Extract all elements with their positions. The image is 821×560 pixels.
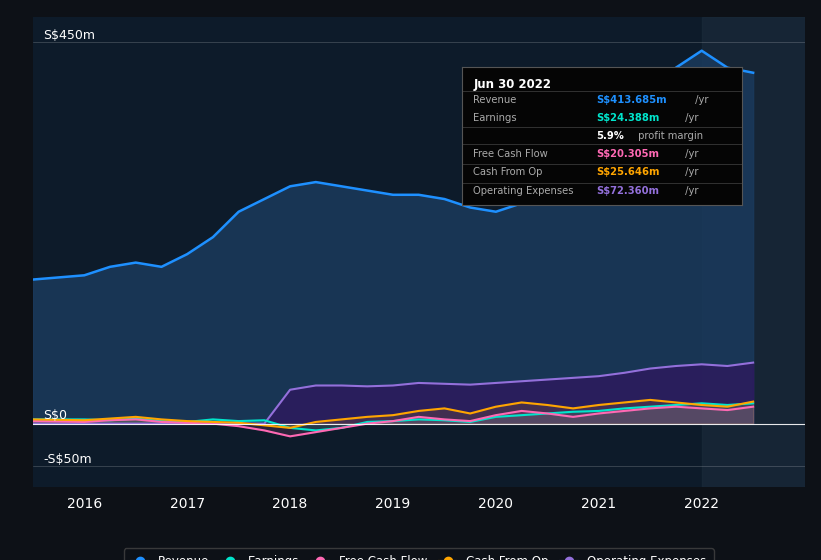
Legend: Revenue, Earnings, Free Cash Flow, Cash From Op, Operating Expenses: Revenue, Earnings, Free Cash Flow, Cash …	[124, 548, 713, 560]
Text: -S$50m: -S$50m	[44, 453, 92, 466]
Bar	[702, 17, 805, 487]
Text: 5.9%: 5.9%	[597, 131, 625, 141]
Text: /yr: /yr	[682, 149, 699, 159]
Text: S$450m: S$450m	[44, 29, 95, 42]
Text: S$72.360m: S$72.360m	[597, 186, 659, 197]
Text: Jun 30 2022: Jun 30 2022	[474, 78, 552, 91]
Text: /yr: /yr	[682, 113, 699, 123]
Text: S$20.305m: S$20.305m	[597, 149, 659, 159]
Text: /yr: /yr	[682, 186, 699, 197]
Text: /yr: /yr	[691, 95, 709, 105]
Text: profit margin: profit margin	[635, 131, 703, 141]
Text: Free Cash Flow: Free Cash Flow	[474, 149, 548, 159]
Text: Operating Expenses: Operating Expenses	[474, 186, 574, 197]
Text: Revenue: Revenue	[474, 95, 516, 105]
Text: Earnings: Earnings	[474, 113, 517, 123]
Text: Cash From Op: Cash From Op	[474, 167, 543, 177]
Text: S$24.388m: S$24.388m	[597, 113, 660, 123]
Text: /yr: /yr	[682, 167, 699, 177]
Text: S$0: S$0	[44, 409, 67, 422]
Text: S$413.685m: S$413.685m	[597, 95, 667, 105]
Text: S$25.646m: S$25.646m	[597, 167, 660, 177]
